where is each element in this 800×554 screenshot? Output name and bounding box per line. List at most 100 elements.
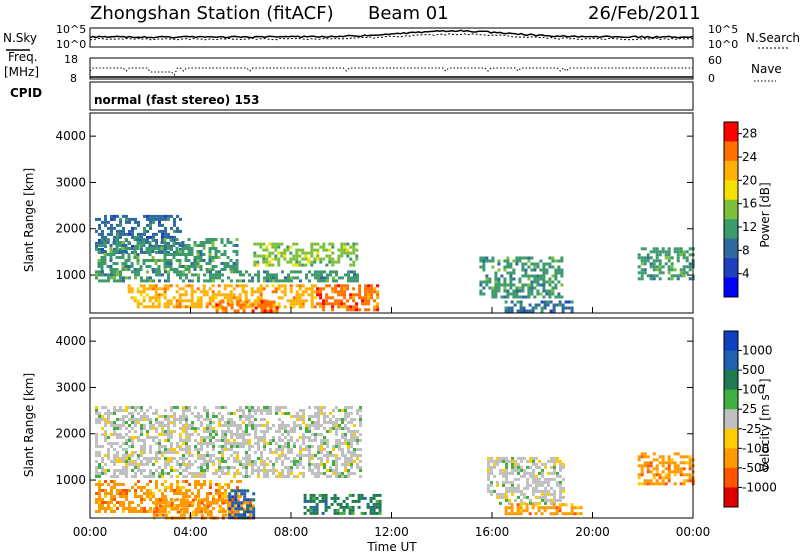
data-cell [485, 283, 489, 287]
data-cell [562, 495, 565, 499]
data-cell [673, 470, 677, 474]
data-cell [242, 415, 245, 418]
data-cell [158, 220, 161, 224]
data-cell [542, 283, 546, 287]
data-cell [664, 262, 668, 266]
data-cell [266, 424, 269, 427]
data-cell [110, 501, 113, 504]
data-cell [110, 276, 113, 280]
data-cell [302, 409, 305, 412]
data-cell [98, 483, 101, 486]
data-cell [215, 430, 218, 433]
data-cell [158, 466, 161, 469]
data-cell [98, 226, 101, 230]
data-cell [236, 472, 239, 475]
data-cell [122, 483, 125, 486]
data-cell [338, 276, 341, 280]
data-cell [275, 412, 278, 415]
data-cell [353, 451, 356, 454]
data-cell [283, 290, 287, 294]
data-cell [143, 232, 146, 236]
data-cell [315, 511, 319, 515]
data-cell [104, 406, 107, 409]
data-cell [203, 498, 207, 502]
data-cell [349, 305, 353, 309]
data-cell [341, 463, 344, 466]
data-cell [293, 427, 296, 430]
data-cell [341, 451, 344, 454]
data-cell [360, 496, 364, 500]
noise-panel: N.Sky 10^5 10^0 10^5 10^0 N.Search [3, 23, 800, 51]
data-cell [98, 498, 101, 501]
data-cell [203, 418, 206, 421]
data-cell [130, 262, 134, 265]
data-cell [271, 245, 275, 249]
data-cell [532, 471, 535, 475]
data-cell [275, 406, 278, 409]
data-cell [191, 501, 195, 505]
data-cell [513, 512, 517, 516]
data-cell [523, 492, 526, 496]
data-cell [169, 265, 173, 268]
data-cell [230, 303, 234, 307]
data-cell [197, 498, 201, 502]
data-cell [211, 247, 215, 250]
data-cell [157, 287, 161, 291]
data-cell [497, 283, 501, 287]
data-cell [137, 436, 140, 439]
data-cell [157, 299, 161, 303]
data-cell [176, 510, 180, 514]
data-cell [113, 406, 116, 409]
data-cell [290, 439, 293, 442]
data-cell [230, 421, 233, 424]
colorbar-segment [724, 219, 738, 240]
data-cell [310, 242, 314, 246]
data-cell [191, 421, 194, 424]
data-cell [203, 457, 206, 460]
data-cell [203, 273, 206, 277]
data-cell [251, 466, 254, 469]
data-cell [547, 459, 550, 463]
data-cell [658, 268, 662, 272]
data-cell [531, 503, 535, 507]
data-cell [139, 302, 143, 306]
data-cell [112, 268, 116, 271]
data-cell [95, 498, 98, 501]
data-cell [170, 445, 173, 448]
data-cell [340, 254, 344, 258]
data-cell [564, 512, 568, 516]
data-cell [352, 293, 356, 297]
data-cell [185, 421, 188, 424]
data-cell [271, 251, 275, 255]
data-cell [545, 292, 549, 296]
data-cell [215, 270, 218, 274]
data-cell [146, 223, 149, 227]
data-cell [245, 501, 249, 505]
data-cell [116, 507, 119, 510]
data-cell [556, 456, 559, 460]
data-cell [263, 472, 266, 475]
colorbar-segment [724, 350, 738, 371]
data-cell [119, 427, 122, 430]
data-cell [685, 461, 689, 465]
data-cell [221, 466, 224, 469]
data-cell [251, 463, 254, 466]
data-cell [661, 455, 665, 459]
data-cell [332, 460, 335, 463]
data-cell [104, 223, 107, 227]
data-cell [649, 277, 653, 281]
data-cell [673, 268, 677, 272]
data-cell [131, 250, 134, 254]
data-cell [331, 260, 335, 264]
data-cell [110, 498, 113, 501]
data-cell [341, 409, 344, 412]
data-cell [682, 271, 686, 275]
data-cell [567, 300, 571, 304]
data-cell [95, 475, 98, 478]
data-cell [688, 479, 692, 483]
data-cell [125, 220, 128, 224]
data-cell [308, 445, 311, 448]
data-cell [661, 470, 665, 474]
data-cell [182, 495, 185, 498]
data-cell [236, 445, 239, 448]
